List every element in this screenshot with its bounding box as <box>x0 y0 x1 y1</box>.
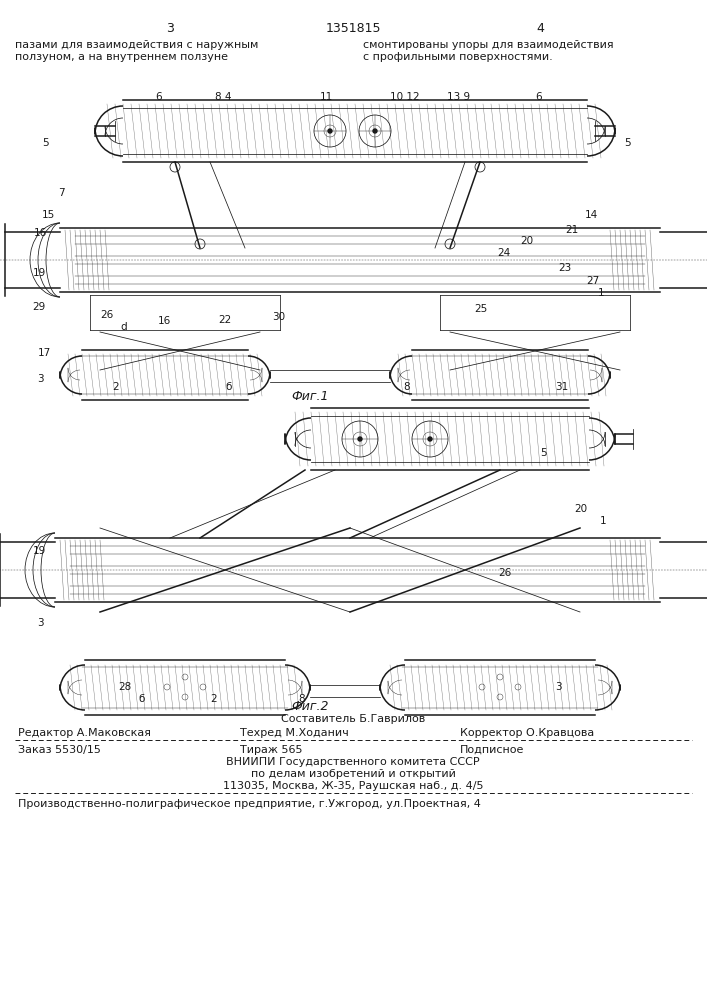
Text: Подписное: Подписное <box>460 745 525 755</box>
Text: 4: 4 <box>536 22 544 35</box>
Text: 22: 22 <box>218 315 231 325</box>
Text: 1351815: 1351815 <box>325 22 381 35</box>
Text: по делам изобретений и открытий: по делам изобретений и открытий <box>250 769 455 779</box>
Text: 30: 30 <box>272 312 285 322</box>
Text: 3: 3 <box>555 682 561 692</box>
Text: 8 4: 8 4 <box>215 92 231 102</box>
Text: d: d <box>120 322 127 332</box>
Text: 11: 11 <box>320 92 333 102</box>
Text: 3: 3 <box>166 22 174 35</box>
Text: 2: 2 <box>210 694 216 704</box>
Text: 1: 1 <box>600 516 607 526</box>
Text: б: б <box>138 694 144 704</box>
Text: 16: 16 <box>158 316 171 326</box>
Text: 28: 28 <box>118 682 132 692</box>
Text: Составитель Б.Гаврилов: Составитель Б.Гаврилов <box>281 714 425 724</box>
Text: 2: 2 <box>112 382 119 392</box>
Text: 1: 1 <box>598 288 604 298</box>
Text: 31: 31 <box>555 382 568 392</box>
Text: 24: 24 <box>497 248 510 258</box>
Text: 20: 20 <box>574 504 587 514</box>
Text: 8: 8 <box>298 694 305 704</box>
Text: Заказ 5530/15: Заказ 5530/15 <box>18 745 101 755</box>
Text: 6: 6 <box>535 92 542 102</box>
Text: 17: 17 <box>38 348 51 358</box>
Text: Фиг.1: Фиг.1 <box>291 390 329 403</box>
Text: 23: 23 <box>558 263 571 273</box>
Text: 5: 5 <box>540 448 547 458</box>
Text: 19: 19 <box>33 268 46 278</box>
Text: 26: 26 <box>100 310 113 320</box>
Text: 13 9: 13 9 <box>447 92 470 102</box>
Circle shape <box>328 129 332 133</box>
Text: 21: 21 <box>565 225 578 235</box>
Text: 25: 25 <box>474 304 487 314</box>
Text: Редактор А.Маковская: Редактор А.Маковская <box>18 728 151 738</box>
Text: 15: 15 <box>42 210 55 220</box>
Text: 3: 3 <box>37 618 44 628</box>
Text: 10 12: 10 12 <box>390 92 420 102</box>
Text: 3: 3 <box>37 374 44 384</box>
Text: Техред М.Ходанич: Техред М.Ходанич <box>240 728 349 738</box>
Text: пазами для взаимодействия с наружным
ползуном, а на внутреннем ползуне: пазами для взаимодействия с наружным пол… <box>15 40 258 62</box>
Text: Производственно-полиграфическое предприятие, г.Ужгород, ул.Проектная, 4: Производственно-полиграфическое предприя… <box>18 799 481 809</box>
Text: 113035, Москва, Ж-35, Раушская наб., д. 4/5: 113035, Москва, Ж-35, Раушская наб., д. … <box>223 781 484 791</box>
Text: 6: 6 <box>155 92 162 102</box>
Text: Фиг.2: Фиг.2 <box>291 700 329 713</box>
Text: 8: 8 <box>403 382 409 392</box>
Text: б: б <box>225 382 231 392</box>
Text: 5: 5 <box>42 138 49 148</box>
Text: Корректор О.Кравцова: Корректор О.Кравцова <box>460 728 595 738</box>
Text: Тираж 565: Тираж 565 <box>240 745 303 755</box>
Text: 19: 19 <box>33 546 46 556</box>
Text: 27: 27 <box>586 276 600 286</box>
Text: 26: 26 <box>498 568 511 578</box>
Text: 16: 16 <box>34 228 47 238</box>
Text: 5: 5 <box>624 138 631 148</box>
Circle shape <box>428 437 432 441</box>
Text: 20: 20 <box>520 236 533 246</box>
Text: смонтированы упоры для взаимодействия
с профильными поверхностями.: смонтированы упоры для взаимодействия с … <box>363 40 614 62</box>
Circle shape <box>373 129 377 133</box>
Text: 7: 7 <box>58 188 64 198</box>
Text: ВНИИПИ Государственного комитета СССР: ВНИИПИ Государственного комитета СССР <box>226 757 480 767</box>
Circle shape <box>358 437 362 441</box>
Text: 29: 29 <box>32 302 45 312</box>
Text: 14: 14 <box>585 210 598 220</box>
